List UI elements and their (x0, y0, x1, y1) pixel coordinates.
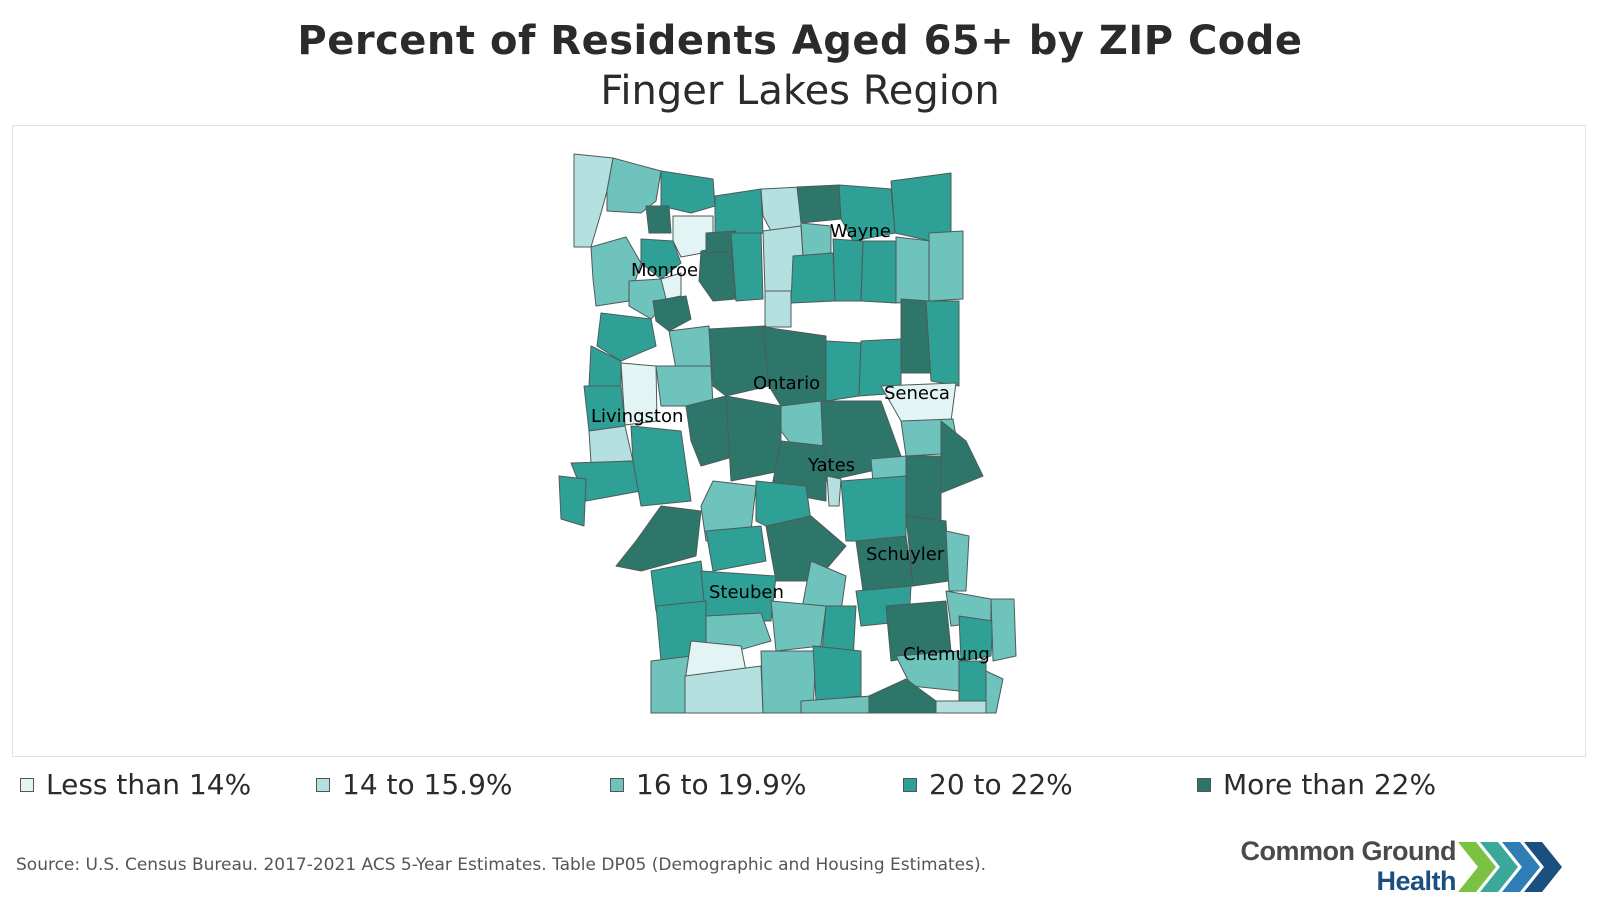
zip-region[interactable] (765, 515, 847, 582)
county-label-ontario: Ontario (753, 373, 820, 394)
zip-region[interactable] (812, 645, 862, 702)
map-legend: Less than 14% 14 to 15.9% 16 to 19.9% 20… (20, 768, 1580, 808)
zip-region[interactable] (660, 170, 716, 214)
legend-item[interactable]: 16 to 19.9% (610, 768, 807, 801)
map-title: Percent of Residents Aged 65+ by ZIP Cod… (297, 18, 1303, 64)
county-label-chemung: Chemung (903, 644, 990, 665)
zip-region[interactable] (705, 612, 772, 652)
zip-region[interactable] (990, 598, 1017, 662)
zip-region[interactable] (705, 230, 737, 254)
legend-swatch (610, 777, 624, 792)
county-label-steuben: Steuben (709, 582, 784, 603)
zip-region[interactable] (958, 660, 987, 704)
zip-region[interactable] (770, 600, 827, 652)
legend-item[interactable]: More than 22% (1197, 768, 1436, 801)
legend-swatch (20, 777, 34, 792)
county-label-schuyler: Schuyler (866, 544, 945, 565)
zip-region[interactable] (958, 615, 994, 662)
zip-region[interactable] (708, 325, 770, 397)
legend-item[interactable]: Less than 14% (20, 768, 251, 801)
zip-region[interactable] (668, 325, 712, 370)
zip-region[interactable] (655, 365, 714, 407)
choropleth-map: Monroe Wayne Ontario Seneca Livingston Y… (558, 153, 1017, 714)
zip-region[interactable] (705, 525, 767, 572)
logo-line-2: Health (1376, 866, 1456, 896)
legend-item[interactable]: 14 to 15.9% (316, 768, 513, 801)
legend-label: 20 to 22% (929, 768, 1073, 801)
county-label-monroe: Monroe (631, 260, 698, 281)
legend-label: More than 22% (1223, 768, 1437, 801)
legend-item[interactable]: 20 to 22% (903, 768, 1073, 801)
source-note: Source: U.S. Census Bureau. 2017-2021 AC… (16, 855, 987, 875)
zip-region[interactable] (606, 157, 662, 214)
zip-region[interactable] (838, 184, 896, 242)
zip-region[interactable] (890, 172, 952, 242)
zip-region[interactable] (730, 232, 764, 302)
zip-region[interactable] (762, 326, 827, 407)
zip-region[interactable] (558, 475, 587, 527)
zip-region[interactable] (685, 395, 737, 467)
map-frame: Monroe Wayne Ontario Seneca Livingston Y… (12, 125, 1586, 757)
zip-region[interactable] (790, 252, 836, 304)
legend-swatch (316, 777, 330, 792)
zip-region[interactable] (985, 670, 1004, 714)
zip-region[interactable] (895, 236, 932, 304)
zip-region[interactable] (885, 600, 952, 662)
zip-region[interactable] (860, 240, 897, 304)
zip-region[interactable] (596, 312, 657, 362)
legend-label: 14 to 15.9% (342, 768, 513, 801)
county-label-wayne: Wayne (830, 221, 891, 242)
common-ground-health-logo: Common Ground Health (1238, 836, 1588, 896)
zip-region[interactable] (725, 395, 782, 482)
zip-region[interactable] (905, 455, 942, 522)
legend-swatch (1197, 777, 1211, 792)
zip-region[interactable] (945, 530, 970, 592)
zip-region[interactable] (764, 290, 792, 328)
zip-region[interactable] (796, 184, 842, 224)
zip-region[interactable] (652, 295, 692, 332)
zip-region[interactable] (760, 186, 802, 232)
logo-line-1: Common Ground (1240, 836, 1457, 866)
legend-label: 16 to 19.9% (636, 768, 807, 801)
zip-region[interactable] (826, 475, 842, 507)
zip-region[interactable] (800, 222, 832, 257)
county-label-livingston: Livingston (591, 406, 683, 427)
zip-region[interactable] (615, 505, 702, 572)
zip-region[interactable] (840, 475, 907, 542)
map-subtitle: Finger Lakes Region (600, 68, 1000, 114)
zip-region[interactable] (640, 238, 682, 280)
zip-region[interactable] (935, 700, 987, 714)
zip-region[interactable] (925, 300, 960, 387)
logo-text: Common Ground Health (1240, 836, 1457, 896)
zip-region[interactable] (672, 215, 714, 258)
chevron-arrows-icon (1458, 842, 1562, 892)
zip-region[interactable] (588, 425, 634, 464)
county-label-seneca: Seneca (884, 383, 950, 404)
zip-region[interactable] (660, 272, 682, 300)
zip-region[interactable] (832, 238, 864, 302)
zip-region[interactable] (645, 205, 672, 234)
legend-swatch (903, 777, 917, 792)
legend-label: Less than 14% (46, 768, 252, 801)
zip-region[interactable] (825, 340, 862, 402)
zip-region[interactable] (928, 230, 964, 302)
zip-region[interactable] (940, 420, 984, 494)
zip-region[interactable] (698, 245, 737, 302)
zip-region[interactable] (630, 425, 692, 507)
county-label-yates: Yates (807, 455, 855, 476)
zip-region[interactable] (620, 362, 658, 426)
